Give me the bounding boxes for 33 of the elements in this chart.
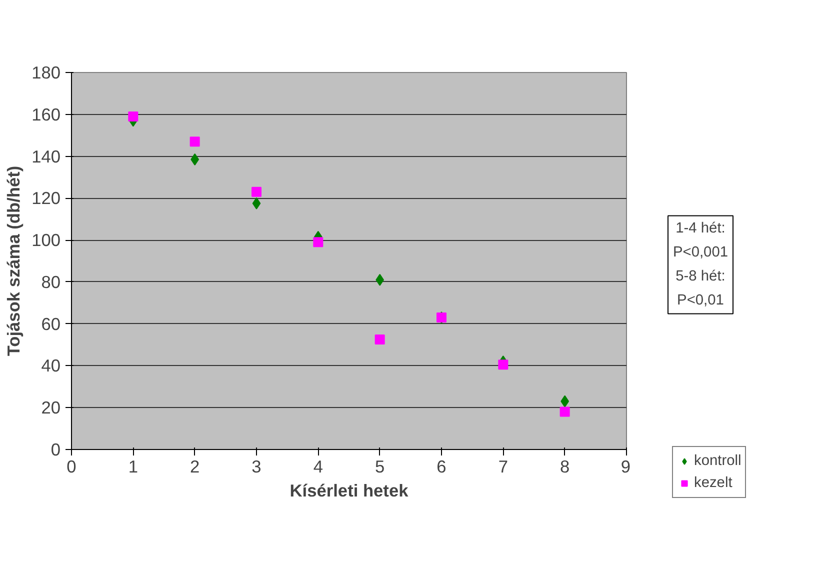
- point: [190, 136, 200, 147]
- point: [560, 406, 570, 417]
- x-tick-label: 0: [66, 456, 76, 476]
- legend-label: kezelt: [694, 475, 732, 491]
- point: [498, 360, 508, 370]
- x-tick-label: 2: [190, 456, 200, 476]
- point: [374, 334, 385, 345]
- point: [128, 111, 138, 122]
- y-tick-label: 20: [41, 398, 61, 418]
- x-tick-label: 9: [620, 456, 631, 476]
- x-tick-label: 1: [128, 456, 138, 476]
- y-tick-label: 160: [32, 104, 61, 124]
- point: [252, 197, 261, 210]
- x-tick-label: 7: [498, 456, 508, 476]
- y-tick-label: 40: [41, 356, 61, 376]
- point: [252, 186, 262, 197]
- x-tick-label: 6: [436, 456, 446, 476]
- y-tick-label: 0: [50, 440, 61, 460]
- x-tick-label: 4: [313, 456, 324, 476]
- y-tick-label: 100: [32, 230, 61, 250]
- text: 1-4 hét: P<0,001 5-8 hét: P<0,01: [672, 220, 728, 309]
- y-tick-label: 80: [41, 272, 61, 292]
- y-tick-label: 180: [32, 62, 61, 82]
- y-axis-title: Tojások száma (db/hét): [4, 166, 24, 356]
- x-tick-label: 3: [252, 456, 262, 476]
- legend-label: kontroll: [694, 453, 742, 469]
- x-tick-label: 5: [375, 456, 385, 476]
- x-axis-title: Kísérleti hetek: [290, 480, 409, 500]
- point: [313, 237, 324, 248]
- y-tick-label: 140: [32, 146, 61, 166]
- y-tick-label: 120: [32, 188, 61, 208]
- x-tick-label: 8: [560, 456, 570, 476]
- y-tick-label: 60: [41, 314, 61, 334]
